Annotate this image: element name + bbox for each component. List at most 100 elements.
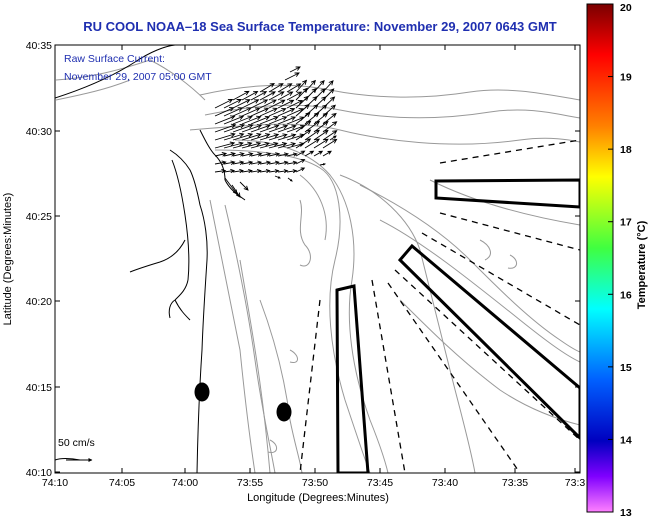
x-tick-label: 73:40 bbox=[432, 477, 458, 489]
current-vector-icon bbox=[223, 123, 245, 133]
current-vector-icon bbox=[250, 152, 263, 157]
buoy-marker-icon bbox=[276, 402, 292, 422]
current-vector-icon bbox=[239, 181, 249, 191]
buoy-marker-icon bbox=[194, 382, 210, 402]
current-vector-icon bbox=[214, 123, 237, 133]
current-vector-icon bbox=[277, 169, 289, 174]
current-vector-icon bbox=[322, 80, 334, 93]
current-vector-icon bbox=[295, 167, 306, 173]
current-vector-icon bbox=[313, 150, 324, 157]
colorbar bbox=[586, 3, 614, 513]
current-vector-icon bbox=[232, 90, 250, 101]
y-tick-label: 40:20 bbox=[26, 296, 52, 308]
current-vector-icon bbox=[259, 133, 280, 141]
current-vector-icon bbox=[322, 112, 337, 125]
buoy-markers bbox=[194, 382, 292, 422]
x-tick-label: 74:05 bbox=[109, 477, 135, 489]
current-vector-icon bbox=[232, 99, 251, 109]
current-vector-icon bbox=[277, 91, 294, 101]
y-tick-label: 40:25 bbox=[26, 211, 52, 223]
x-tick-label: 74:10 bbox=[42, 477, 68, 489]
current-vector-icon bbox=[241, 99, 260, 109]
current-vector-icon bbox=[277, 160, 289, 165]
x-axis-label: Longitude (Degrees:Minutes) bbox=[247, 492, 389, 504]
current-vector-icon bbox=[259, 141, 279, 149]
current-vector-icon bbox=[287, 177, 293, 182]
current-vector-icon bbox=[259, 99, 277, 109]
current-vector-icon bbox=[232, 107, 252, 117]
current-vector-icon bbox=[214, 151, 228, 157]
x-tick-label: 73:3 bbox=[565, 477, 586, 489]
current-vector-icon bbox=[295, 138, 312, 149]
current-vector-icon bbox=[304, 138, 321, 149]
current-vector-icon bbox=[250, 91, 268, 101]
current-vector-icon bbox=[232, 160, 245, 165]
map-plot-area bbox=[55, 45, 580, 473]
current-vector-icon bbox=[322, 96, 336, 109]
current-vector-icon bbox=[286, 169, 298, 174]
current-vector-icon bbox=[313, 79, 325, 93]
colorbar-tick-label: 18 bbox=[620, 144, 632, 156]
current-vector-icon bbox=[223, 168, 236, 174]
current-vector-icon bbox=[304, 87, 317, 101]
y-tick-label: 40:15 bbox=[26, 382, 52, 394]
current-vector-icon bbox=[268, 133, 288, 141]
current-vector-icon bbox=[232, 168, 244, 174]
current-vector-icon bbox=[250, 99, 269, 109]
current-vector-icon bbox=[250, 168, 262, 174]
current-vector-icon bbox=[277, 108, 296, 117]
plot-frame bbox=[54, 44, 581, 474]
current-vector-icon bbox=[277, 99, 295, 109]
survey-dashed-lines bbox=[299, 139, 580, 473]
current-vector-icon bbox=[259, 107, 278, 117]
current-vector-icon bbox=[313, 138, 329, 149]
current-vector-icon bbox=[268, 152, 281, 157]
current-vector-icon bbox=[289, 66, 301, 73]
current-vector-icon bbox=[268, 91, 285, 101]
current-vector-icon bbox=[241, 160, 254, 165]
current-vector-icon bbox=[223, 152, 236, 157]
colorbar-label: Temperature (°C) bbox=[636, 220, 648, 309]
x-tick-label: 73:55 bbox=[237, 477, 263, 489]
current-vector-icon bbox=[232, 124, 254, 133]
current-vector-icon bbox=[268, 169, 280, 174]
survey-boxes bbox=[335, 178, 580, 473]
y-tick-label: 40:35 bbox=[26, 40, 52, 52]
current-vector-icon bbox=[268, 107, 287, 117]
current-vector-icon bbox=[241, 124, 263, 133]
current-vector-icon bbox=[284, 72, 300, 81]
current-vector-icon bbox=[259, 116, 279, 125]
current-vector-icon bbox=[277, 133, 297, 141]
current-vector-icon bbox=[259, 168, 271, 174]
current-vector-icon bbox=[286, 152, 298, 157]
current-vector-icon bbox=[322, 138, 338, 149]
coastline bbox=[55, 45, 246, 473]
y-axis-ticks: 40:35 40:30 40:25 40:20 40:15 40:10 bbox=[26, 40, 580, 479]
current-vector-icon bbox=[259, 82, 275, 93]
current-vector-icon bbox=[286, 83, 302, 93]
colorbar-tick-label: 14 bbox=[620, 434, 632, 446]
current-vector-field bbox=[214, 66, 338, 198]
current-vector-icon bbox=[223, 160, 236, 165]
current-vector-icon bbox=[259, 160, 271, 165]
current-label-line1: Raw Surface Current: bbox=[64, 53, 165, 65]
colorbar-ticks: 20 19 18 17 16 15 14 13 bbox=[608, 2, 632, 518]
current-vector-icon bbox=[232, 132, 254, 141]
current-vector-icon bbox=[241, 152, 254, 157]
colorbar-tick-label: 15 bbox=[620, 362, 632, 374]
current-vector-icon bbox=[304, 150, 315, 157]
colorbar-tick-label: 16 bbox=[620, 289, 632, 301]
colorbar-tick-label: 20 bbox=[620, 2, 632, 14]
current-vector-icon bbox=[214, 115, 236, 125]
y-axis-label: Latitude (Degrees:Minutes) bbox=[2, 193, 14, 326]
scale-bar-label: 50 cm/s bbox=[58, 437, 95, 449]
current-vector-icon bbox=[268, 99, 286, 109]
bathymetry-contours bbox=[55, 59, 580, 473]
current-vector-icon bbox=[241, 141, 262, 149]
current-vector-icon bbox=[295, 112, 311, 125]
current-vector-icon bbox=[274, 175, 281, 179]
current-vector-icon bbox=[232, 141, 253, 149]
current-vector-icon bbox=[214, 132, 236, 141]
current-vector-icon bbox=[295, 79, 308, 93]
current-vector-icon bbox=[250, 124, 271, 133]
